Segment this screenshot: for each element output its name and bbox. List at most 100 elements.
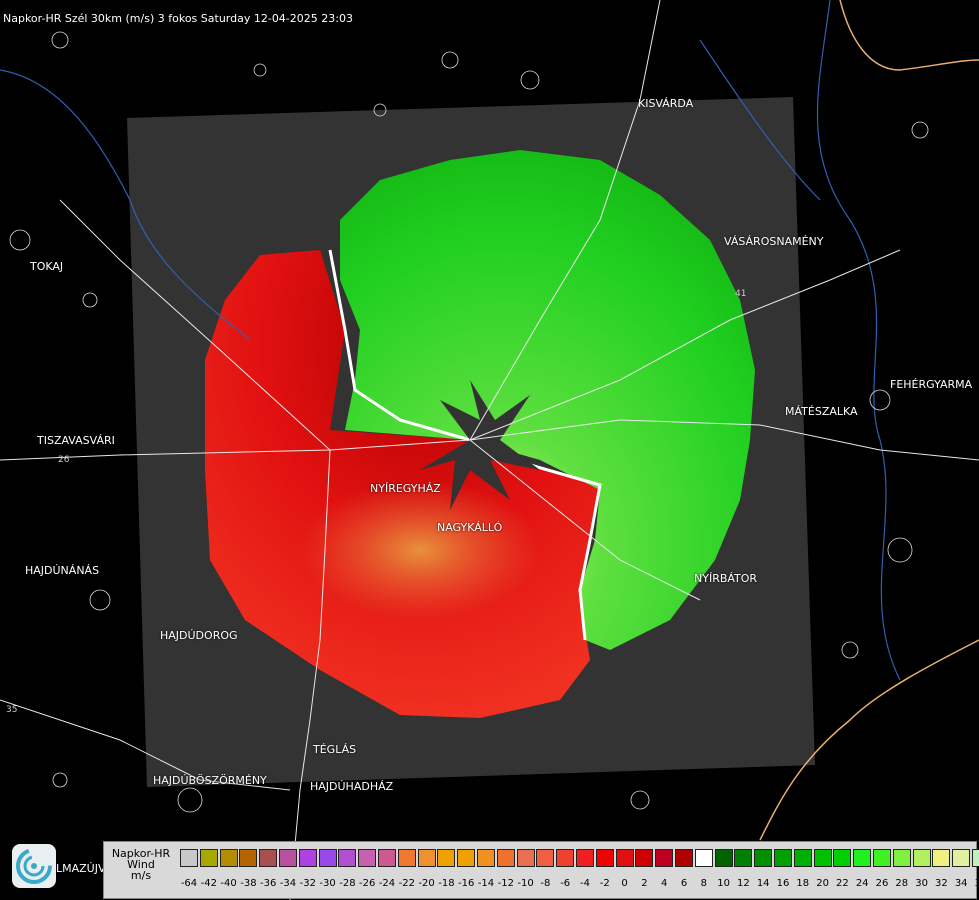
legend-tick-label: -38: [240, 878, 257, 889]
legend-tick-label: -42: [200, 878, 217, 889]
legend-swatch: [615, 849, 634, 867]
legend-swatch: [813, 849, 832, 867]
legend-swatch: [259, 849, 278, 867]
legend-tick-label: 34: [954, 878, 968, 889]
legend-tick-label: 28: [895, 878, 909, 889]
legend-tick-label: 6: [680, 878, 688, 889]
legend-tick-label: 10: [717, 878, 730, 889]
legend-tick-label: -30: [319, 878, 336, 889]
legend-tick-label: 8: [700, 878, 707, 889]
legend-swatch: [952, 849, 971, 867]
legend-swatch: [239, 849, 258, 867]
legend-swatch: [417, 849, 436, 867]
rivers: [0, 0, 901, 681]
town-outlines: [9, 31, 929, 813]
legend-tick-label: -4: [580, 878, 590, 889]
city-label-vasarosnameny: VÁSÁROSNAMÉNY: [724, 235, 824, 248]
city-label-nyirbator: NYÍRBÁTOR: [694, 572, 758, 585]
legend-tick-label: 20: [816, 878, 829, 889]
legend-swatch: [536, 849, 555, 867]
legend-swatch: [338, 849, 357, 867]
legend-tick-label: -26: [359, 878, 376, 889]
legend-swatch: [496, 849, 515, 867]
city-label-fehergyarmat: FEHÉRGYARMA: [890, 378, 973, 391]
legend-tick-label: -10: [517, 878, 534, 889]
city-label-hajduboszormeny: HAJDÚBÖSZÖRMÉNY: [153, 774, 267, 787]
legend-swatch: [477, 849, 495, 867]
legend-tick-label: -40: [220, 878, 237, 889]
city-label-nyiregyhaza: NYÍREGYHÁZ: [370, 482, 441, 495]
legend-swatch: [912, 849, 931, 867]
city-label-mateszalka: MÁTÉSZALKA: [785, 405, 858, 418]
legend-tick-label: -22: [398, 878, 415, 889]
legend-tick-label: -16: [458, 878, 475, 889]
legend-tick-label: -34: [279, 878, 297, 889]
legend-swatch: [873, 849, 891, 867]
legend-tick-label: 12: [737, 878, 750, 889]
legend-tick-label: -18: [438, 878, 455, 889]
country-border: [839, 0, 979, 71]
map-title: Napkor-HR Szél 30km (m/s) 3 fokos Saturd…: [3, 12, 353, 25]
legend-tick-label: -64: [180, 878, 198, 889]
legend-swatch: [516, 849, 535, 867]
legend-swatch: [397, 849, 416, 867]
legend-swatch: [437, 849, 456, 867]
swirl-icon: [16, 848, 52, 884]
legend-tick-label: -24: [378, 878, 396, 889]
legend-tick-label: -28: [339, 878, 356, 889]
legend-swatch: [932, 849, 951, 867]
road-number-35: 35: [6, 705, 17, 715]
legend-tick-label: -32: [299, 878, 316, 889]
road-number-41: 41: [735, 289, 746, 299]
legend-tick-label: 18: [796, 878, 810, 889]
napkor-logo-icon: [12, 844, 56, 888]
legend-swatch: [298, 849, 317, 867]
legend-swatch: [279, 849, 297, 867]
legend-tick-label: -36: [260, 878, 277, 889]
legend-swatch: [318, 849, 337, 867]
legend-swatch: [793, 849, 812, 867]
city-label-hajduhadhaz: HAJDÚHADHÁZ: [310, 780, 394, 793]
city-label-kisvarda: KISVÁRDA: [638, 97, 694, 110]
legend-swatch: [595, 849, 614, 867]
legend-title-line1: Napkor-HR: [111, 847, 171, 860]
fold-boundary: [328, 249, 602, 641]
legend-swatch: [635, 849, 654, 867]
legend-tick-label: 30: [915, 878, 928, 889]
legend-swatch: [655, 849, 674, 867]
city-label-nagykallo: NAGYKÁLLÓ: [437, 521, 503, 534]
legend-swatch: [694, 849, 713, 867]
legend-swatch: [754, 849, 773, 867]
legend-title-line3: m/s: [130, 869, 152, 882]
legend-swatch: [892, 849, 911, 867]
legend-swatch: [457, 849, 476, 867]
legend-swatch: [833, 849, 852, 867]
country-border-south: [759, 639, 979, 841]
legend-title: Napkor-HR Wind m/s: [108, 848, 174, 881]
legend-tick-label: 32: [935, 878, 948, 889]
legend-tick-label: 14: [756, 878, 770, 889]
city-label-tokaj: TOKAJ: [30, 260, 64, 273]
legend-swatch: [675, 849, 693, 867]
legend-tick-label: 16: [776, 878, 790, 889]
legend-swatch: [358, 849, 377, 867]
legend-tick-label: 36: [974, 878, 979, 889]
legend-title-line2: Wind: [127, 858, 155, 871]
legend-tick-label: 4: [661, 878, 668, 889]
legend-swatch: [714, 849, 733, 867]
legend-tick-label: 24: [855, 878, 869, 889]
wind-field-green: [340, 150, 755, 650]
radar-center-clutter: [420, 380, 540, 510]
road-number-26: 26: [58, 455, 70, 465]
legend-tick-label: -14: [477, 878, 495, 889]
legend-tick-label: -20: [418, 878, 435, 889]
legend-tick-label: 22: [836, 878, 849, 889]
legend-swatch: [378, 849, 396, 867]
legend-swatch: [180, 849, 198, 867]
legend-swatch: [576, 849, 594, 867]
legend-swatch: [853, 849, 872, 867]
legend-tick-label: 26: [875, 878, 889, 889]
wind-field-orange: [300, 480, 540, 620]
